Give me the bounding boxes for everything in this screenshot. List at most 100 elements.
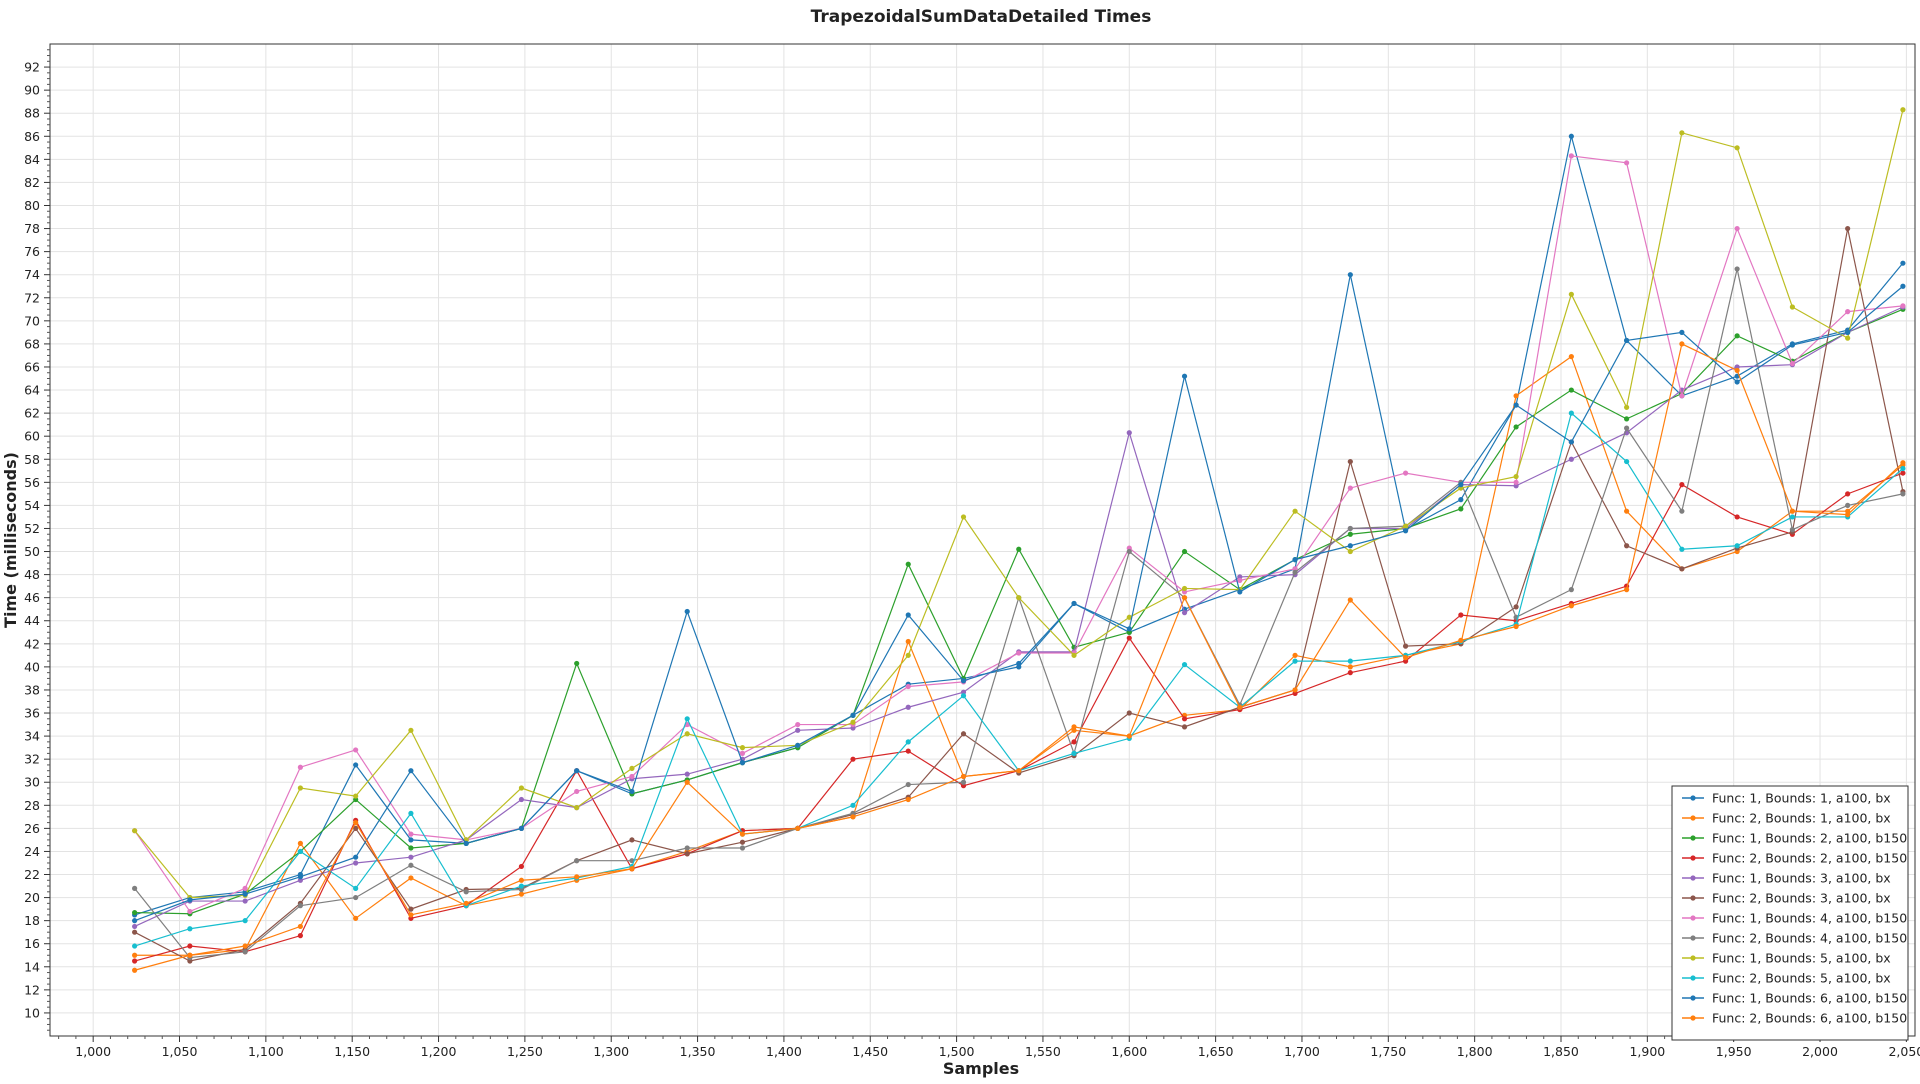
data-point (408, 810, 414, 816)
data-point (408, 854, 414, 860)
data-point (1402, 470, 1409, 476)
data-point (1347, 543, 1353, 549)
y-tick-label: 62 (24, 406, 40, 421)
data-point (1568, 439, 1574, 445)
data-point (739, 745, 746, 751)
data-point (242, 898, 248, 904)
data-point (574, 874, 580, 880)
data-point (187, 943, 193, 949)
plot-area (49, 43, 1916, 1037)
data-point (1568, 153, 1574, 159)
data-point (518, 877, 525, 883)
y-tick-label: 14 (24, 959, 40, 974)
data-point (850, 802, 856, 808)
data-point (463, 900, 469, 906)
data-point (1568, 133, 1574, 139)
data-point (518, 825, 525, 831)
data-point (960, 731, 967, 737)
data-point (684, 608, 690, 615)
data-point (1679, 130, 1685, 136)
data-point (1347, 658, 1353, 664)
data-point (1513, 604, 1519, 610)
data-point (1624, 404, 1630, 410)
legend-marker (1690, 975, 1696, 981)
series-line (134, 412, 1904, 947)
data-point (1181, 373, 1188, 379)
data-point (1126, 614, 1132, 620)
data-point (297, 874, 303, 880)
y-tick-label: 44 (24, 613, 40, 628)
data-point (1347, 548, 1353, 555)
data-point (353, 762, 359, 768)
data-point (1568, 291, 1574, 297)
legend: Func: 1, Bounds: 1, a100, bx Func: 2, Bou… (1671, 785, 1909, 1041)
y-tick-label: 84 (24, 152, 40, 167)
x-tick-label: 2,050 (1888, 1044, 1920, 1059)
data-point (353, 820, 359, 826)
legend-item: Func: 1, Bounds: 1, a100, bx (1682, 791, 1891, 806)
data-point (353, 793, 359, 799)
legend-label: Func: 1, Bounds: 4, a100, b150 (1712, 911, 1907, 926)
data-point (408, 768, 414, 774)
data-point (1458, 612, 1464, 618)
legend-marker (1690, 815, 1696, 821)
series-3 (132, 306, 1906, 917)
series-line (134, 155, 1903, 913)
data-point (408, 912, 414, 918)
data-point (1458, 482, 1464, 488)
legend-item: Func: 1, Bounds: 3, a100, bx (1682, 871, 1891, 886)
data-point (1900, 303, 1906, 309)
data-point (242, 891, 248, 897)
data-point (1181, 716, 1188, 722)
y-tick-label: 68 (24, 336, 40, 351)
legend-label: Func: 2, Bounds: 3, a100, bx (1712, 891, 1891, 906)
data-point (629, 788, 635, 795)
x-tick-label: 1,950 (1716, 1044, 1752, 1059)
chart-title: TrapezoidalSumDataDetailed Times (811, 7, 1152, 27)
data-point (353, 885, 359, 891)
legend-label: Func: 2, Bounds: 2, a100, b150 (1712, 851, 1907, 866)
legend-marker (1690, 795, 1696, 801)
y-tick-label: 40 (24, 659, 40, 674)
data-point (132, 909, 138, 916)
legend-box (1671, 785, 1909, 1041)
data-point (1126, 635, 1132, 641)
data-point (1568, 603, 1574, 609)
data-point (905, 683, 911, 690)
x-tick-label: 1,650 (1198, 1044, 1234, 1059)
data-point (684, 731, 690, 737)
data-point (518, 891, 525, 897)
data-point (739, 839, 746, 845)
data-point (297, 840, 303, 846)
data-point (1679, 546, 1685, 552)
y-tick-label: 66 (24, 359, 40, 374)
y-tick-label: 58 (24, 452, 40, 467)
y-tick-label: 46 (24, 590, 40, 605)
legend-marker (1690, 855, 1696, 861)
legend-item: Func: 2, Bounds: 1, a100, bx (1682, 811, 1891, 826)
data-point (463, 889, 469, 895)
data-point (1734, 367, 1740, 374)
data-point (1845, 335, 1851, 341)
data-point (408, 875, 414, 881)
data-point (1513, 623, 1519, 630)
data-point (297, 764, 303, 770)
data-point (1347, 272, 1353, 278)
data-point (905, 781, 911, 788)
x-tick-label: 1,900 (1629, 1044, 1665, 1059)
data-point (905, 561, 911, 567)
data-point (132, 885, 138, 891)
data-point (1181, 548, 1188, 555)
data-point (1624, 160, 1630, 166)
data-point (1900, 107, 1906, 113)
y-tick-label: 24 (24, 844, 40, 859)
data-point (132, 918, 138, 924)
x-tick-label: 1,550 (1025, 1044, 1061, 1059)
data-point (629, 837, 635, 843)
data-point (1624, 416, 1630, 422)
data-point (353, 894, 359, 901)
data-point (574, 768, 580, 774)
data-point (1126, 733, 1132, 739)
series-line (134, 343, 1904, 971)
series-lines (132, 107, 1906, 973)
